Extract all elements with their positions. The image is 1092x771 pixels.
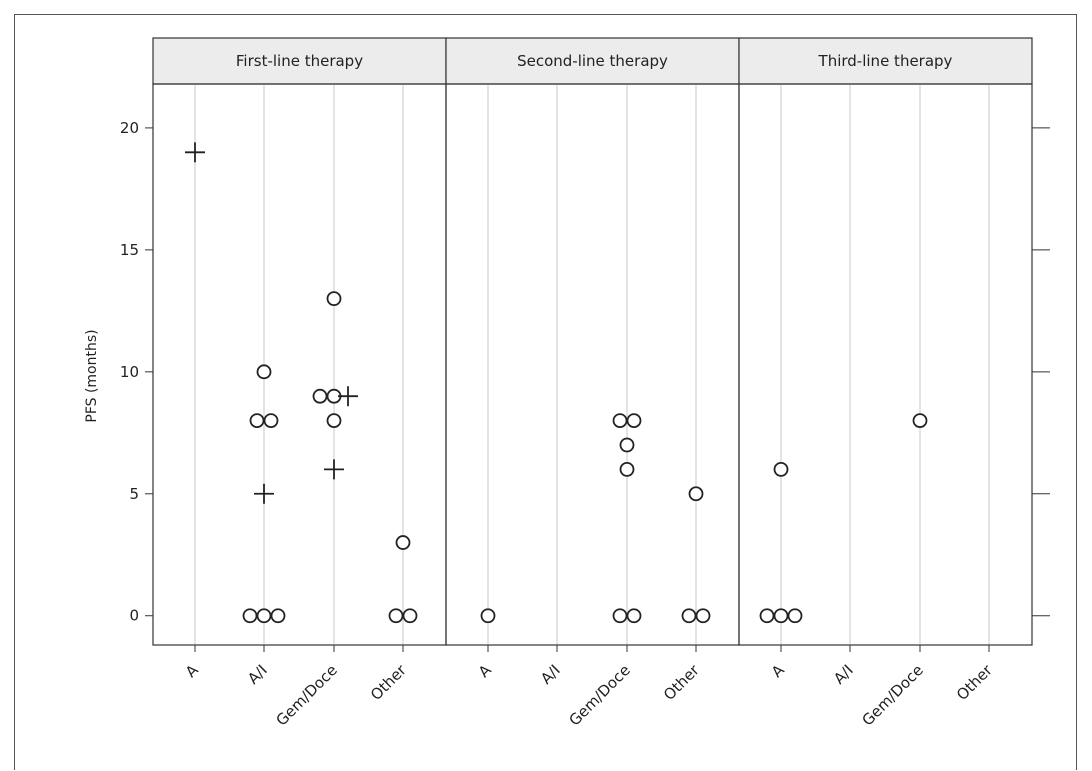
data-point-plus bbox=[185, 142, 205, 163]
points-layer bbox=[185, 142, 928, 624]
data-point-plus bbox=[254, 483, 274, 504]
strip-second bbox=[445, 37, 740, 85]
data-point-circle bbox=[270, 608, 286, 624]
strip-title-second: Second-line therapy bbox=[517, 52, 668, 70]
x-tick-label: Other bbox=[367, 661, 410, 704]
x-tick-label: A bbox=[768, 661, 789, 682]
x-tick-label: Other bbox=[953, 661, 996, 704]
x-tick-label: A/I bbox=[537, 661, 564, 688]
x-tick-label: Gem/Doce bbox=[272, 661, 340, 729]
data-point-circle bbox=[402, 608, 418, 624]
data-point-circle bbox=[773, 461, 789, 477]
y-tick-label: 0 bbox=[129, 607, 139, 625]
data-point-circle bbox=[388, 608, 404, 624]
strip-title-first: First-line therapy bbox=[236, 52, 363, 70]
panel-third bbox=[738, 83, 1033, 646]
x-tick-label: A/I bbox=[244, 661, 271, 688]
x-tick-label: A bbox=[475, 661, 496, 682]
panel-first bbox=[152, 83, 447, 646]
y-tick-label: 10 bbox=[120, 363, 139, 381]
strip-title-third: Third-line therapy bbox=[818, 52, 953, 70]
y-axis-title: PFS (months) bbox=[84, 329, 100, 422]
data-point-circle bbox=[681, 608, 697, 624]
panel-second bbox=[445, 83, 740, 646]
data-point-circle bbox=[773, 608, 789, 624]
data-point-circle bbox=[695, 608, 711, 624]
data-point-circle bbox=[242, 608, 258, 624]
x-tick-label: Gem/Doce bbox=[858, 661, 926, 729]
data-point-circle bbox=[626, 413, 642, 429]
data-point-circle bbox=[612, 608, 628, 624]
x-tick-label: Gem/Doce bbox=[565, 661, 633, 729]
y-tick-label: 20 bbox=[120, 119, 139, 137]
data-point-plus bbox=[324, 459, 344, 480]
x-tick-label: A/I bbox=[830, 661, 857, 688]
data-point-circle bbox=[759, 608, 775, 624]
data-point-circle bbox=[688, 486, 704, 502]
data-point-circle bbox=[256, 608, 272, 624]
x-tick-label: Other bbox=[660, 661, 703, 704]
data-point-circle bbox=[787, 608, 803, 624]
panels-layer: First-line therapy Second-line therapy Thi… bbox=[152, 37, 1033, 646]
data-point-plus bbox=[338, 386, 358, 407]
data-point-circle bbox=[263, 413, 279, 429]
data-point-circle bbox=[626, 608, 642, 624]
data-point-circle bbox=[619, 461, 635, 477]
data-point-circle bbox=[395, 535, 411, 550]
data-point-circle bbox=[619, 437, 635, 453]
data-point-circle bbox=[912, 413, 928, 429]
data-point-circle bbox=[326, 291, 342, 307]
data-point-circle bbox=[256, 364, 272, 380]
x-tick-label: A bbox=[182, 661, 203, 682]
figure-frame bbox=[14, 14, 1077, 770]
data-point-circle bbox=[612, 413, 628, 429]
data-point-circle bbox=[249, 413, 265, 429]
data-point-circle bbox=[312, 388, 328, 404]
data-point-circle bbox=[326, 413, 342, 429]
grid-layer bbox=[194, 85, 990, 644]
data-point-circle bbox=[480, 608, 496, 624]
y-tick-label: 5 bbox=[129, 485, 139, 503]
y-tick-label: 15 bbox=[120, 241, 139, 259]
